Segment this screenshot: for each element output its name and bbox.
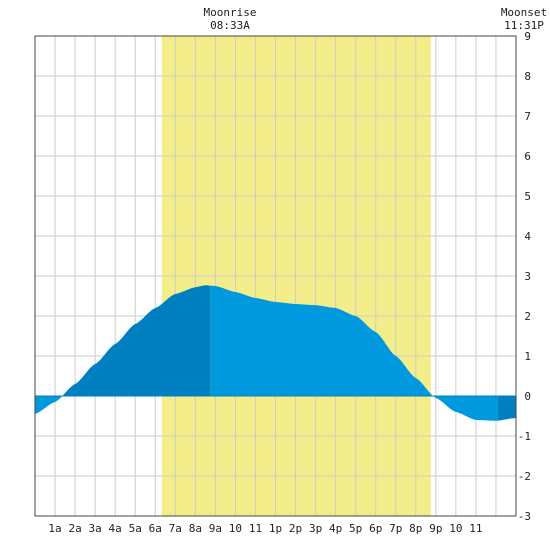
x-tick-label: 7p bbox=[389, 522, 402, 535]
y-tick-label: 3 bbox=[524, 270, 531, 283]
y-tick-label: 4 bbox=[524, 230, 531, 243]
x-tick-label: 4p bbox=[329, 522, 342, 535]
x-tick-label: 9p bbox=[429, 522, 442, 535]
x-tick-label: 10 bbox=[449, 522, 462, 535]
tide-areas bbox=[35, 285, 516, 421]
x-tick-label: 3a bbox=[89, 522, 102, 535]
y-tick-label: 1 bbox=[524, 350, 531, 363]
x-tick-label: 1p bbox=[269, 522, 282, 535]
plot-border bbox=[34, 35, 517, 517]
x-tick-label: 5p bbox=[349, 522, 362, 535]
x-tick-label: 1a bbox=[48, 522, 61, 535]
x-tick-label: 6p bbox=[369, 522, 382, 535]
moonset-label: Moonset bbox=[501, 6, 547, 19]
y-tick-label: 6 bbox=[524, 150, 531, 163]
x-tick-label: 7a bbox=[169, 522, 182, 535]
y-tick-label: 7 bbox=[524, 110, 531, 123]
grid-lines bbox=[35, 35, 516, 517]
moonrise-label: Moonrise bbox=[204, 6, 257, 19]
x-tick-label: 5a bbox=[129, 522, 142, 535]
tide-falling-area bbox=[35, 396, 62, 414]
x-tick-label: 11 bbox=[469, 522, 482, 535]
tide-falling-area bbox=[210, 285, 498, 421]
y-tick-label: 5 bbox=[524, 190, 531, 203]
x-tick-label: 3p bbox=[309, 522, 322, 535]
x-tick-label: 10 bbox=[229, 522, 242, 535]
x-tick-label: 9a bbox=[209, 522, 222, 535]
moonrise-time: 08:33A bbox=[210, 19, 250, 32]
x-tick-label: 4a bbox=[109, 522, 122, 535]
y-tick-label: 0 bbox=[524, 390, 531, 403]
x-tick-label: 2a bbox=[68, 522, 81, 535]
y-tick-label: 9 bbox=[524, 30, 531, 43]
x-tick-labels: 1a 2a 3a 4a 5a 6a 7a 8a 9a 10 11 1p 2p 3p 4p 5p 6p 7p 8p 9p… bbox=[48, 522, 482, 535]
x-tick-label: 6a bbox=[149, 522, 162, 535]
y-tick-label: -1 bbox=[518, 430, 531, 443]
y-tick-label: -3 bbox=[518, 510, 531, 523]
y-tick-label: -2 bbox=[518, 470, 531, 483]
y-tick-label: 2 bbox=[524, 310, 531, 323]
tide-rising-area bbox=[61, 285, 211, 398]
y-tick-label: 8 bbox=[524, 70, 531, 83]
x-tick-label: 2p bbox=[289, 522, 302, 535]
tide-rising-area bbox=[497, 396, 516, 421]
moonset-time: 11:31P bbox=[504, 19, 544, 32]
x-tick-label: 8p bbox=[409, 522, 422, 535]
x-tick-label: 8a bbox=[189, 522, 202, 535]
x-tick-label: 11 bbox=[249, 522, 262, 535]
y-tick-labels: -3 -2 -1 0 1 2 3 4 5 6 7 8 9 bbox=[518, 30, 532, 523]
